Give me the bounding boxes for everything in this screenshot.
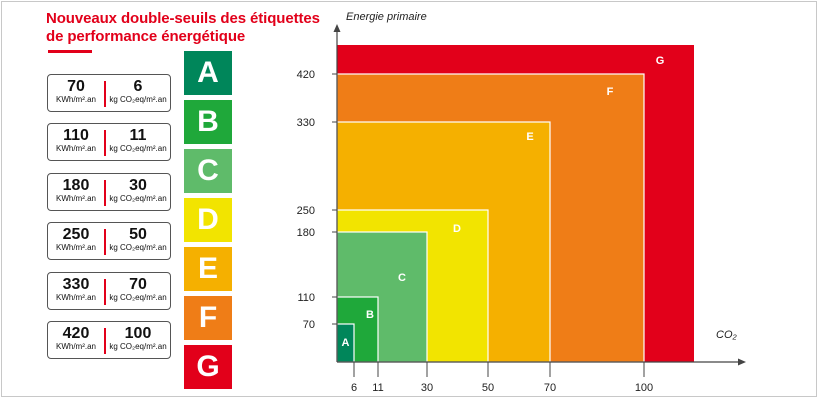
threshold-box-b: 110 KWh/m².an 11 kg CO₂eq/m².an [47, 123, 171, 161]
co2-value: 70 [129, 276, 147, 293]
energy-threshold: 180 KWh/m².an [48, 174, 104, 210]
co2-unit: kg CO₂eq/m².an [109, 194, 167, 203]
region-label-g: G [656, 55, 665, 67]
energy-unit: KWh/m².an [55, 95, 96, 104]
energy-value: 330 [62, 276, 90, 293]
y-tick-label: 420 [297, 69, 315, 81]
threshold-box-e: 330 KWh/m².an 70 kg CO₂eq/m².an [47, 272, 171, 310]
region-label-a: A [342, 337, 350, 349]
energy-unit: KWh/m².an [55, 194, 96, 203]
threshold-box-c: 180 KWh/m².an 30 kg CO₂eq/m².an [47, 173, 171, 211]
threshold-box-a: 70 KWh/m².an 6 kg CO₂eq/m².an [47, 74, 171, 112]
threshold-separator [104, 180, 106, 206]
y-axis-label: Energie primaire [346, 11, 427, 23]
x-tick-label: 30 [421, 382, 433, 394]
co2-value: 11 [129, 127, 147, 144]
region-label-c: C [398, 272, 406, 284]
threshold-separator [104, 130, 106, 156]
region-label-f: F [607, 86, 614, 98]
class-box-a: A [184, 51, 232, 95]
title-line-2: de performance énergétique [46, 28, 246, 45]
x-tick-label: 50 [482, 382, 494, 394]
class-letter: D [197, 203, 219, 236]
energy-threshold: 330 KWh/m².an [48, 273, 104, 309]
threshold-separator [104, 328, 106, 354]
class-letter: C [197, 154, 219, 187]
axis-ticks: 70 110 180 250 330 420 6 11 30 50 70 100 [297, 69, 654, 394]
energy-value: 250 [62, 226, 90, 243]
x-axis-arrow [738, 358, 746, 366]
x-axis-label: CO₂ [716, 329, 738, 341]
energy-threshold: 420 KWh/m².an [48, 322, 104, 358]
co2-unit: kg CO₂eq/m².an [109, 293, 167, 302]
co2-value: 100 [124, 325, 152, 342]
x-tick-label: 100 [635, 382, 653, 394]
class-box-f: F [184, 296, 232, 340]
energy-value: 420 [62, 325, 90, 342]
region-label-d: D [453, 223, 461, 235]
energy-threshold: 250 KWh/m².an [48, 223, 104, 259]
region-label-e: E [526, 131, 533, 143]
co2-unit: kg CO₂eq/m².an [109, 144, 167, 153]
region-label-b: B [366, 309, 374, 321]
energy-value: 70 [67, 78, 85, 95]
co2-threshold: 11 kg CO₂eq/m².an [105, 124, 171, 160]
co2-threshold: 100 kg CO₂eq/m².an [105, 322, 171, 358]
co2-value: 6 [133, 78, 143, 95]
class-box-c: C [184, 149, 232, 193]
axes: Energie primaire CO₂ [333, 11, 746, 366]
class-letter: B [197, 105, 219, 138]
y-axis-arrow [333, 24, 341, 32]
co2-threshold: 30 kg CO₂eq/m².an [105, 174, 171, 210]
x-tick-label: 6 [351, 382, 357, 394]
threshold-separator [104, 81, 106, 107]
threshold-separator [104, 279, 106, 305]
class-box-e: E [184, 247, 232, 291]
y-tick-label: 110 [297, 292, 315, 304]
class-regions: G F E D C B A [336, 45, 694, 363]
class-box-b: B [184, 100, 232, 144]
class-letter: G [196, 350, 220, 383]
threshold-separator [104, 229, 106, 255]
threshold-box-f: 420 KWh/m².an 100 kg CO₂eq/m².an [47, 321, 171, 359]
energy-unit: KWh/m².an [55, 342, 96, 351]
energy-unit: KWh/m².an [55, 293, 96, 302]
co2-threshold: 6 kg CO₂eq/m².an [105, 75, 171, 111]
co2-threshold: 50 kg CO₂eq/m².an [105, 223, 171, 259]
y-tick-label: 180 [297, 227, 315, 239]
class-box-g: G [184, 345, 232, 389]
co2-unit: kg CO₂eq/m².an [109, 243, 167, 252]
co2-unit: kg CO₂eq/m².an [109, 95, 167, 104]
y-tick-label: 330 [297, 117, 315, 129]
class-letter: A [197, 56, 219, 89]
class-box-d: D [184, 198, 232, 242]
co2-threshold: 70 kg CO₂eq/m².an [105, 273, 171, 309]
y-tick-label: 250 [297, 205, 315, 217]
figure-title: Nouveaux double-seuils des étiquettes de… [46, 10, 320, 46]
co2-value: 50 [129, 226, 147, 243]
energy-threshold: 110 KWh/m².an [48, 124, 104, 160]
co2-unit: kg CO₂eq/m².an [109, 342, 167, 351]
title-line-1: Nouveaux double-seuils des étiquettes [46, 10, 320, 27]
energy-value: 180 [62, 177, 90, 194]
co2-value: 30 [129, 177, 147, 194]
x-tick-label: 70 [544, 382, 556, 394]
energy-value: 110 [63, 127, 89, 144]
energy-unit: KWh/m².an [55, 144, 96, 153]
energy-unit: KWh/m².an [55, 243, 96, 252]
title-underline [48, 50, 92, 53]
energy-threshold: 70 KWh/m².an [48, 75, 104, 111]
threshold-box-d: 250 KWh/m².an 50 kg CO₂eq/m².an [47, 222, 171, 260]
x-tick-label: 11 [372, 382, 383, 394]
y-tick-label: 70 [303, 319, 315, 331]
class-letter: E [197, 252, 218, 285]
class-letter: F [198, 301, 218, 334]
